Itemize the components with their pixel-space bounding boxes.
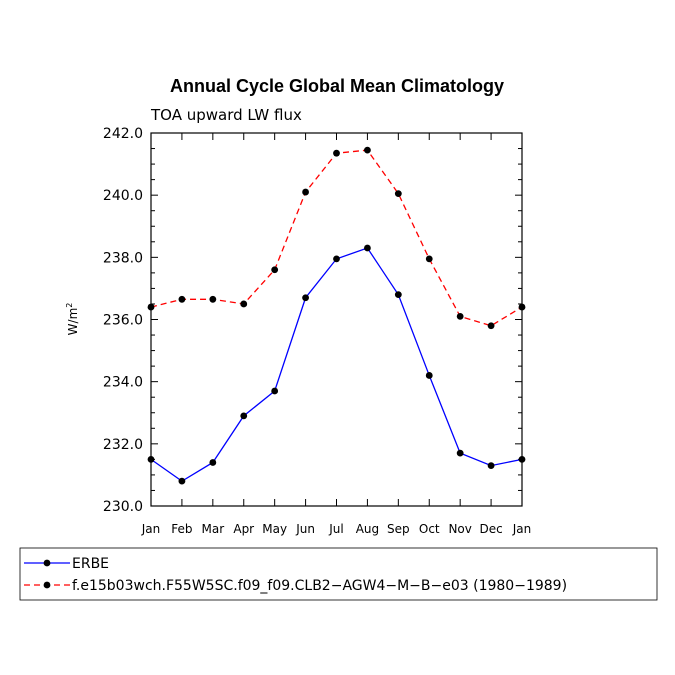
x-tick-label: Nov xyxy=(448,522,471,536)
x-tick-label: Sep xyxy=(387,522,410,536)
data-point xyxy=(271,266,279,274)
data-point xyxy=(147,455,155,463)
data-point xyxy=(518,303,526,311)
data-point xyxy=(302,188,309,196)
data-point xyxy=(487,462,495,469)
legend-box xyxy=(19,547,658,601)
series-line xyxy=(150,247,523,482)
plot-frame xyxy=(150,132,523,507)
data-point xyxy=(394,291,402,299)
x-tick-label: Feb xyxy=(171,522,192,536)
data-point xyxy=(271,387,279,395)
data-point xyxy=(240,412,248,420)
x-tick-label: Apr xyxy=(233,522,254,536)
y-tick-label: 238.0 xyxy=(103,250,143,266)
x-tick-label: Jun xyxy=(295,522,315,536)
data-point xyxy=(456,449,464,457)
x-tick-label: May xyxy=(262,522,287,536)
data-point xyxy=(209,459,217,466)
series-line xyxy=(150,149,523,327)
legend: ERBE f.e15b03wch.F55W5SC.f09_f09.CLB2−AGW… xyxy=(19,547,658,601)
data-point xyxy=(394,190,402,198)
data-point xyxy=(425,372,433,379)
legend-label: f.e15b03wch.F55W5SC.f09_f09.CLB2−AGW4−M−… xyxy=(72,578,567,594)
y-tick-label: 236.0 xyxy=(103,313,143,329)
data-point xyxy=(209,295,217,303)
data-point xyxy=(302,294,309,302)
data-point xyxy=(333,255,340,263)
y-axis-label-exponent: 2 xyxy=(65,303,74,308)
data-point xyxy=(147,303,155,311)
y-tick-label: 240.0 xyxy=(103,188,143,204)
data-point xyxy=(456,312,464,320)
y-tick-label: 232.0 xyxy=(103,437,143,453)
y-tick-label: 242.0 xyxy=(103,126,143,142)
y-tick-label: 234.0 xyxy=(103,375,143,391)
x-tick-label: Aug xyxy=(356,522,379,536)
data-point xyxy=(178,477,186,485)
legend-marker xyxy=(43,559,51,567)
data-point xyxy=(518,455,526,463)
data-point xyxy=(425,255,433,263)
legend-marker xyxy=(43,581,51,589)
y-axis-label-unit: W/m xyxy=(66,308,80,336)
data-point xyxy=(487,322,495,330)
y-tick-label: 230.0 xyxy=(103,499,143,515)
y-axis: 230.0 232.0 234.0 236.0 238.0 240.0 242.0 xyxy=(103,126,522,515)
chart-subtitle: TOA upward LW flux xyxy=(150,106,302,124)
series-layer xyxy=(147,146,526,485)
x-tick-label: Mar xyxy=(202,522,225,536)
x-tick-label: Oct xyxy=(419,522,440,536)
chart-title: Annual Cycle Global Mean Climatology xyxy=(170,76,504,96)
x-axis: Jan Feb Mar Apr May Jun Jul Aug Sep Oct Nov Dec Jan xyxy=(141,133,532,536)
data-point xyxy=(333,149,340,157)
data-point xyxy=(364,244,371,252)
data-point xyxy=(364,146,371,154)
y-axis-label: W/m2 xyxy=(65,303,80,336)
x-tick-label: Jul xyxy=(328,522,343,536)
x-tick-label: Dec xyxy=(479,522,502,536)
data-point xyxy=(178,295,186,303)
x-tick-label: Jan xyxy=(512,522,532,536)
x-tick-label: Jan xyxy=(141,522,161,536)
data-point xyxy=(240,300,248,308)
legend-label: ERBE xyxy=(72,556,109,572)
